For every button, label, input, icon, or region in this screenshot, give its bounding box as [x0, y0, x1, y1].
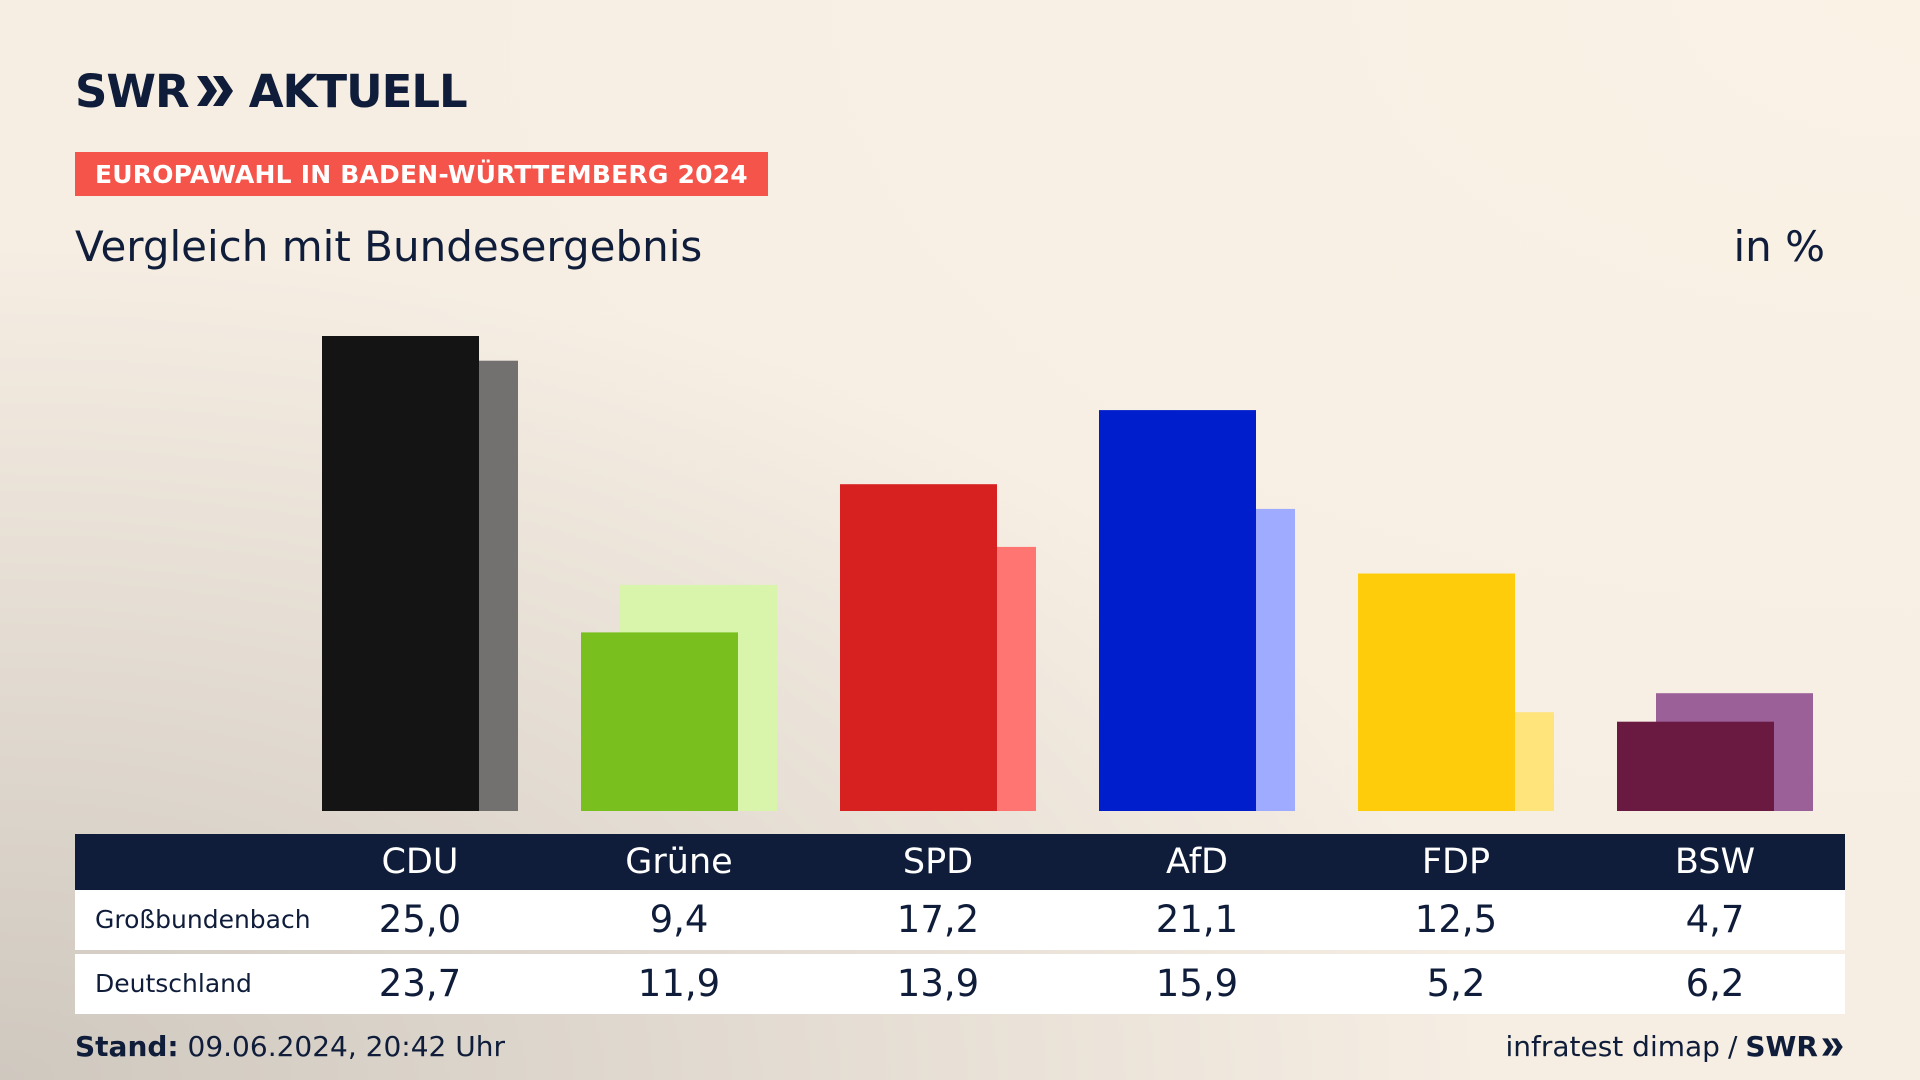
swr-aktuell-logo: SWR AKTUELL — [75, 64, 468, 118]
column-header-cdu: CDU — [381, 842, 459, 882]
chart-subtitle: Vergleich mit Bundesergebnis — [75, 222, 703, 271]
table-row: Großbundenbach 25,0 9,4 17,2 21,1 12,5 4,7 — [75, 890, 1845, 950]
bar-grossbundenbach-afd — [1099, 410, 1256, 811]
chevron-double-right-icon — [1822, 1037, 1843, 1056]
table-row: Deutschland 23,7 11,9 13,9 15,9 5,2 6,2 — [75, 954, 1845, 1014]
row-label-grossbundenbach: Großbundenbach — [95, 905, 311, 934]
stand-label: Stand: — [75, 1030, 179, 1063]
value-gro-bundenbach-afd: 21,1 — [1155, 898, 1239, 941]
bar-grossbundenbach-spd — [840, 484, 997, 811]
row-label-deutschland: Deutschland — [95, 969, 252, 998]
bar-chart — [322, 336, 1813, 811]
bar-grossbundenbach-gruene — [581, 632, 738, 811]
value-deutschland-gruene: 11,9 — [637, 962, 721, 1005]
stand-value: 09.06.2024, 20:42 Uhr — [187, 1030, 505, 1063]
source-separator: / — [1727, 1030, 1738, 1063]
value-deutschland-cdu: 23,7 — [378, 962, 462, 1005]
logo-swr-text: SWR — [75, 64, 190, 118]
chevron-double-right-icon — [196, 76, 233, 106]
value-gro-bundenbach-bsw: 4,7 — [1685, 898, 1745, 941]
logo-aktuell-text: AKTUELL — [248, 64, 468, 118]
bar-grossbundenbach-cdu — [322, 336, 479, 811]
table-header: CDU Grüne SPD AfD FDP BSW — [75, 834, 1845, 890]
value-deutschland-afd: 15,9 — [1155, 962, 1239, 1005]
timestamp: Stand: 09.06.2024, 20:42 Uhr — [75, 1030, 505, 1063]
column-header-spd: SPD — [902, 842, 974, 882]
column-header-gruene: Grüne — [625, 842, 733, 882]
swr-small-logo: SWR — [1745, 1030, 1845, 1063]
value-deutschland-fdp: 5,2 — [1426, 962, 1486, 1005]
value-gro-bundenbach-fdp: 12,5 — [1414, 898, 1498, 941]
results-table: CDU Grüne SPD AfD FDP BSW Großbundenbach 25,0… — [75, 834, 1845, 1014]
unit-label: in % — [1733, 222, 1825, 271]
source-credit: infratest dimap / SWR — [1505, 1030, 1845, 1063]
value-gro-bundenbach-gruene: 9,4 — [649, 898, 709, 941]
source-name: infratest dimap — [1505, 1030, 1720, 1063]
value-gro-bundenbach-spd: 17,2 — [896, 898, 980, 941]
value-deutschland-spd: 13,9 — [896, 962, 980, 1005]
column-header-bsw: BSW — [1674, 842, 1756, 882]
election-badge: EUROPAWAHL IN BADEN-WÜRTTEMBERG 2024 — [75, 152, 768, 196]
value-deutschland-bsw: 6,2 — [1685, 962, 1745, 1005]
bar-grossbundenbach-bsw — [1617, 721, 1774, 811]
swr-small-logo-text: SWR — [1745, 1030, 1818, 1063]
column-header-fdp: FDP — [1421, 842, 1491, 882]
bar-grossbundenbach-fdp — [1358, 573, 1515, 811]
value-gro-bundenbach-cdu: 25,0 — [378, 898, 462, 941]
column-header-afd: AfD — [1166, 842, 1228, 882]
